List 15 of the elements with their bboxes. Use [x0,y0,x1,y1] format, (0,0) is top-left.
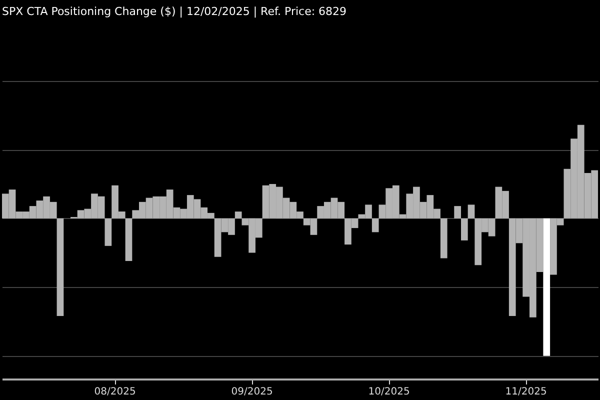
bar [104,218,112,246]
bar [543,218,550,356]
bar [56,218,64,316]
chart-title: SPX CTA Positioning Change ($) | 12/02/2025 | Ref. Price: 6829 [2,5,347,18]
bar [234,212,242,218]
bar [460,218,468,240]
x-tick-label: 11/2025 [505,386,547,398]
bar [468,204,475,218]
x-tick-label: 10/2025 [368,386,410,398]
bar [372,218,379,232]
bar [125,218,132,262]
bar [440,218,448,258]
bar [454,206,461,218]
x-tick-label: 08/2025 [94,386,136,398]
x-tick-label: 09/2025 [231,386,273,398]
